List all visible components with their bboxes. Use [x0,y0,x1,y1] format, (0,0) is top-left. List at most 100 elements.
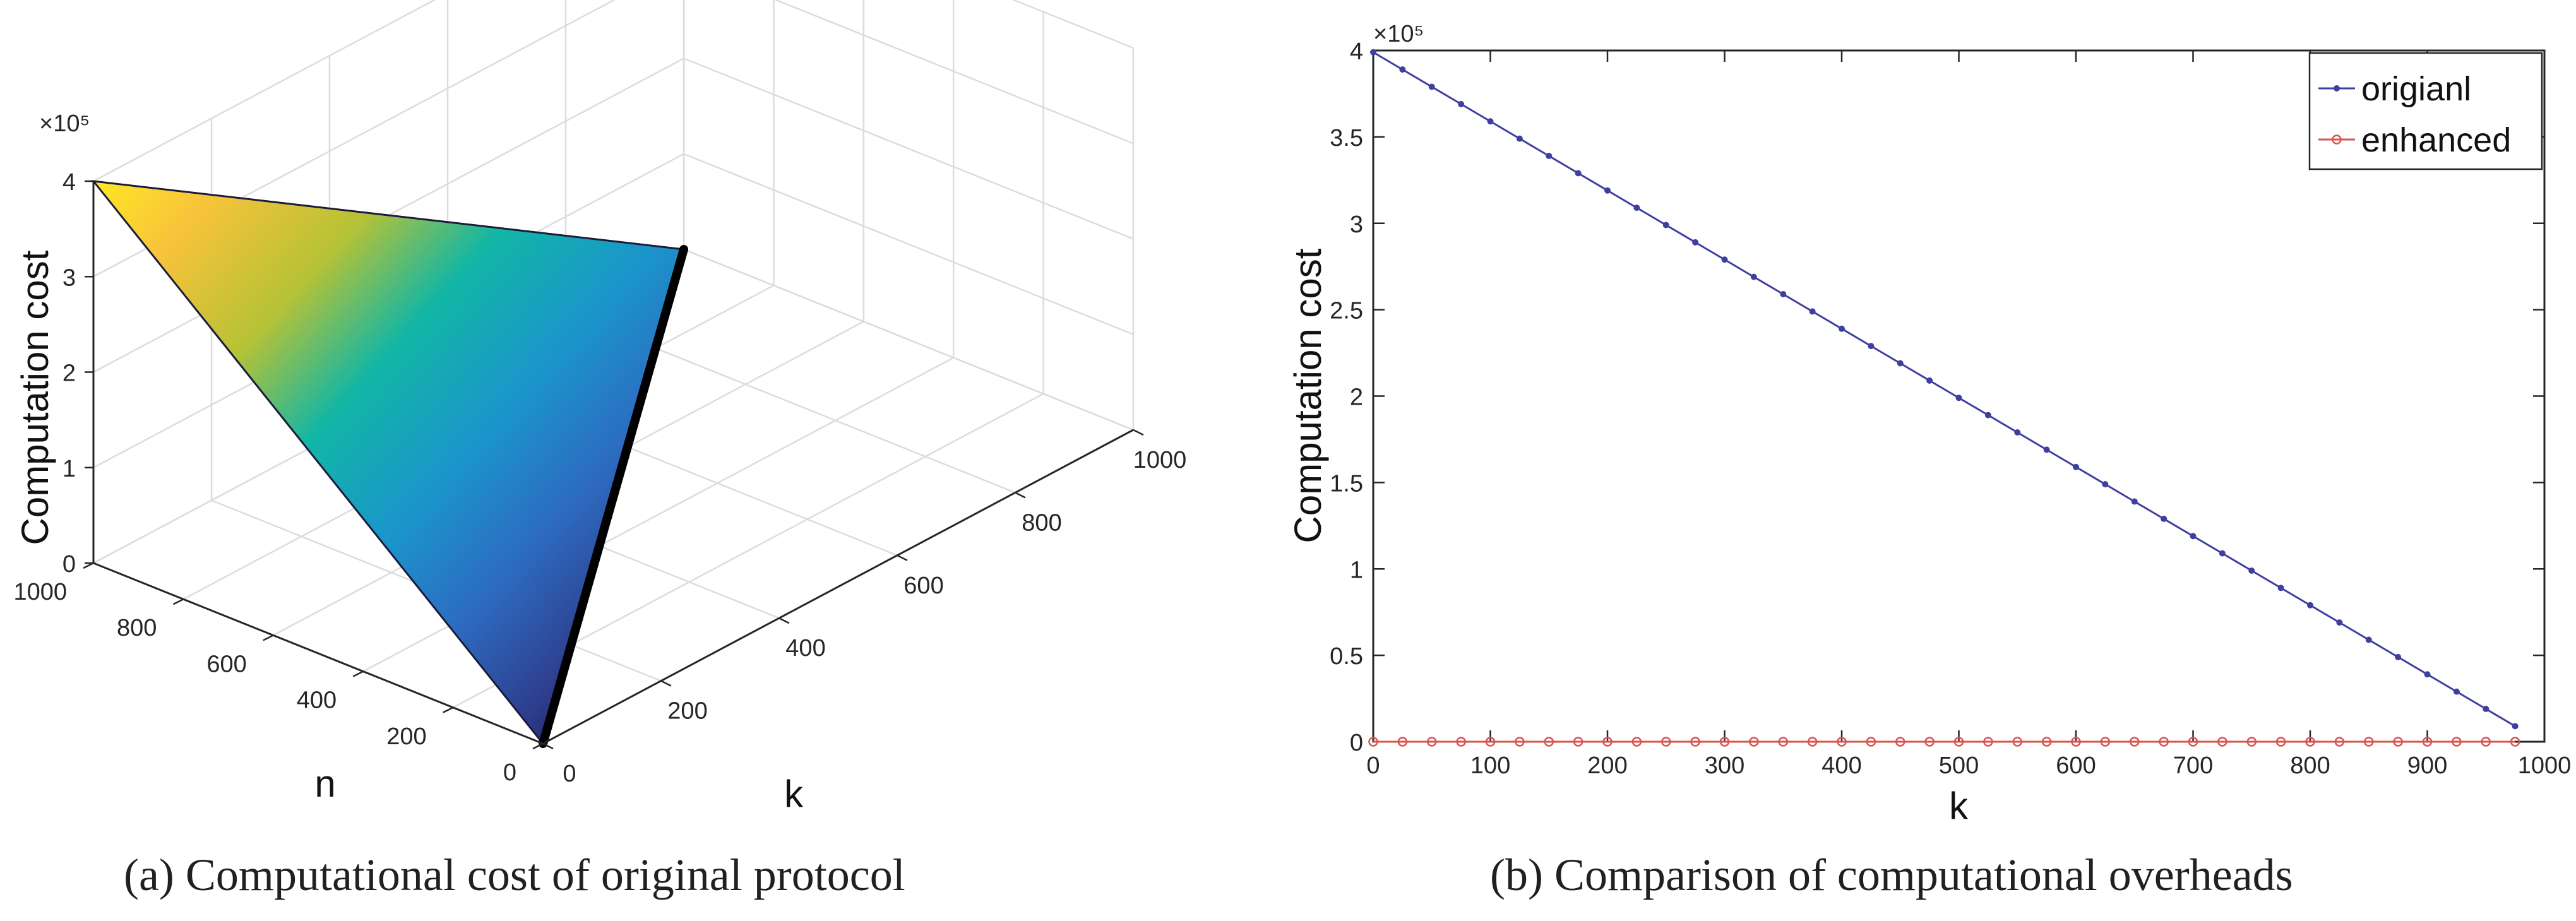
data-point-origianl [1721,256,1728,263]
data-point-enhanced [1573,737,1583,747]
data-point-origianl [1868,343,1875,350]
data-point-enhanced [1368,737,1378,747]
data-point-origianl [2277,585,2284,591]
data-point-origianl [1955,395,1962,401]
line-chart-series [1368,49,2520,747]
data-point-origianl [2073,463,2079,470]
x-tick-label: 900 [2407,752,2447,779]
y-tick-label: 2.5 [1330,298,1363,324]
data-point-enhanced [2422,737,2433,747]
data-point-origianl [2043,446,2050,453]
z-exponent-label: ×10⁵ [39,110,90,137]
n-axis-line [93,562,544,745]
x-tick-label: 800 [2290,752,2330,779]
data-point-enhanced [1749,737,1759,747]
y-tick-label: 0.5 [1330,643,1363,670]
right-wall-gridline-z [683,57,1134,240]
data-point-origianl [2365,636,2372,643]
data-point-enhanced [2452,737,2462,747]
data-point-origianl [1780,290,1787,297]
k-tick-label: 200 [667,698,707,725]
k-tick-label: 0 [563,761,576,787]
data-point-origianl [2483,705,2490,712]
data-point-origianl [1897,360,1904,367]
k-tick-label: 600 [903,573,943,599]
data-point-enhanced [2510,737,2520,747]
legend-marker-enhanced [2332,134,2342,145]
data-point-enhanced [1397,737,1408,747]
n-tick-mark [352,670,364,677]
data-point-origianl [2219,550,2226,557]
data-point-enhanced [1895,737,1905,747]
data-point-origianl [2190,533,2197,540]
data-point-origianl [1633,205,1640,211]
data-point-enhanced [1807,737,1818,747]
n-tick-label: 400 [297,687,337,714]
k-tick-mark [660,680,672,687]
data-point-enhanced [2071,737,2081,747]
z-tick-label: 0 [63,551,76,578]
data-point-enhanced [1837,737,1847,747]
data-point-origianl [1546,152,1553,159]
legend-box [2308,52,2543,170]
data-point-enhanced [1778,737,1788,747]
n-tick-mark [263,634,274,641]
n-axis-label: n [314,763,335,805]
data-point-origianl [2131,498,2138,505]
data-point-enhanced [1953,737,1964,747]
n-tick-label: 200 [386,723,426,750]
data-point-enhanced [1485,737,1496,747]
data-point-enhanced [1456,737,1466,747]
data-point-origianl [2307,602,2313,609]
data-point-enhanced [2275,737,2286,747]
y-tick-label: 3 [1350,211,1363,238]
n-tick-label: 600 [206,651,246,677]
right-wall-gridline-z [683,153,1134,335]
data-point-origianl [1575,170,1582,177]
data-point-origianl [1839,325,1845,332]
legend-marker-origianl [2334,85,2340,92]
n-tick-mark [532,742,544,750]
series-line-origianl [1373,51,2516,727]
data-point-origianl [1487,118,1494,125]
x-tick-label: 300 [1705,752,1744,779]
x-tick-label: 400 [1822,752,1861,779]
data-point-origianl [1399,66,1406,73]
surface-chart-panel: 020040060080010000200400600800100001234 … [13,0,1186,815]
right-wall-gridline-z [683,248,1134,431]
n-tick-label: 0 [503,759,516,786]
data-point-enhanced [1661,737,1671,747]
x-tick-label: 700 [2173,752,2213,779]
y-tick-label: 2 [1350,384,1363,411]
data-point-enhanced [1427,737,1437,747]
n-tick-mark [443,706,454,713]
k-tick-label: 800 [1022,509,1061,536]
data-point-origianl [1662,222,1669,229]
k-axis-line [542,429,1134,745]
data-point-enhanced [2364,737,2374,747]
data-point-origianl [1984,412,1991,419]
k-axis-label: k [784,773,804,815]
legend-entry-enhanced: enhanced [2318,121,2511,159]
y-exponent-label: ×10⁵ [1373,21,1424,47]
data-point-origianl [2102,481,2109,488]
data-point-origianl [2395,653,2402,660]
series-origianl [1370,49,2519,730]
back-wall-gridline-z [93,0,436,182]
data-point-origianl [1750,273,1757,280]
y-tick-label: 1.5 [1330,470,1363,497]
z-tick-label: 4 [63,169,76,196]
n-tick-label: 800 [117,615,157,641]
data-point-enhanced [1544,737,1554,747]
data-point-origianl [1458,100,1465,107]
line-chart-ticks: 0 100 200 300 400 500 600 700 800 900 1000 0 0.5 1 1.5… [1330,39,2571,779]
y-tick-label: 3.5 [1330,125,1363,152]
data-point-enhanced [2188,737,2198,747]
y-tick-label: 4 [1350,39,1363,65]
data-point-origianl [1370,49,1376,56]
cost-surface [91,180,685,746]
surface-dark-edge [539,245,688,748]
z-tick-label: 2 [63,360,76,387]
